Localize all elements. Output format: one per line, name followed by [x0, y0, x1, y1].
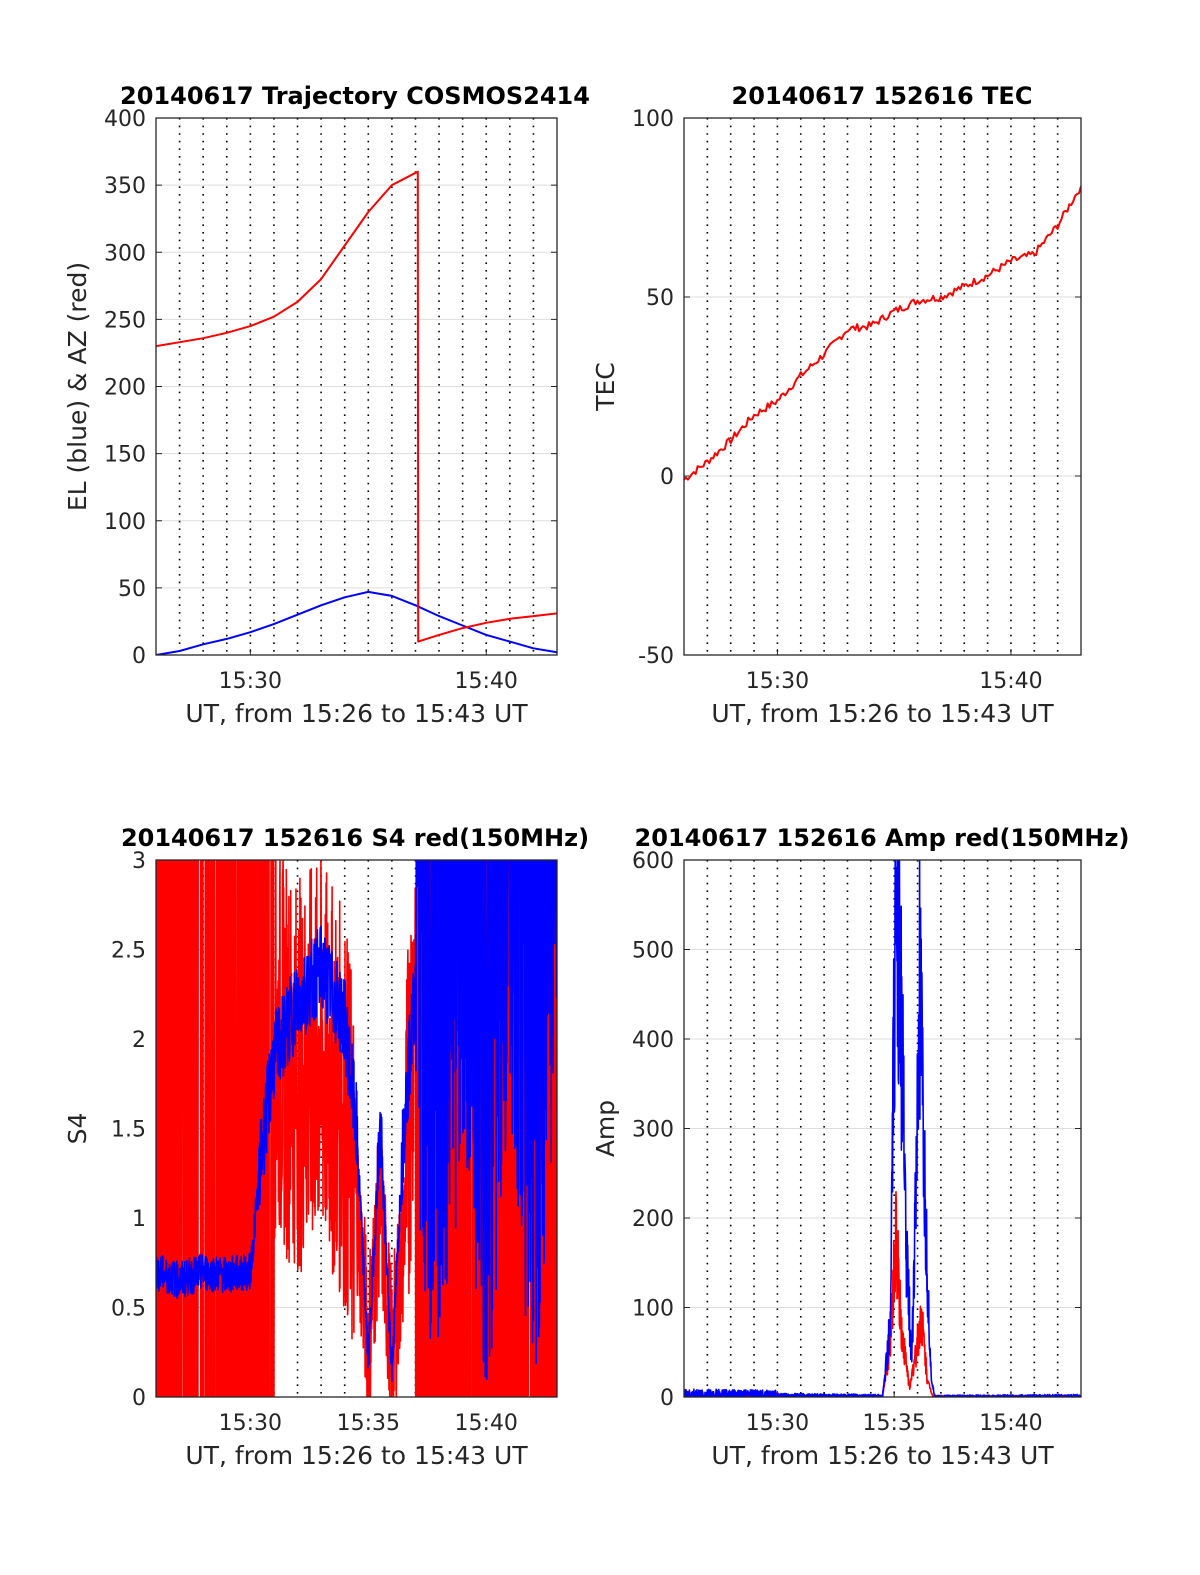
y-tick-label: 0 — [660, 1386, 674, 1411]
y-tick-label: 300 — [104, 241, 146, 266]
chart-panel-3: 0 0.5 1 1.5 2 2.5 3 15:30 15:35 15:40 20140617 152… — [63, 824, 589, 1470]
series-line-2 — [156, 170, 557, 643]
y-tick-label: 100 — [632, 1297, 674, 1322]
x-tick-label: 15:40 — [455, 1411, 518, 1436]
y-tick-label: 50 — [646, 286, 674, 311]
series-line-1 — [684, 185, 1081, 481]
x-tick-label: 15:30 — [746, 1411, 809, 1436]
y-axis-label: TEC — [591, 362, 620, 412]
chart-panel-1: 0 50 100 150 200 250 300 350 400 15:30 15:40 201406… — [63, 82, 590, 728]
chart-title: 20140617 Trajectory COSMOS2414 — [120, 82, 590, 110]
y-tick-label: 150 — [104, 443, 146, 468]
y-axis-label: EL (blue) & AZ (red) — [63, 262, 92, 511]
y-tick-label: 1 — [132, 1207, 146, 1232]
chart-title: 20140617 152616 TEC — [732, 82, 1033, 110]
chart-title: 20140617 152616 Amp red(150MHz) — [635, 824, 1130, 852]
axes-box — [155, 117, 558, 656]
y-tick-label: 100 — [104, 510, 146, 535]
y-tick-label: 1.5 — [111, 1118, 146, 1143]
y-tick-label: 250 — [104, 308, 146, 333]
y-tick-label: 50 — [118, 577, 146, 602]
y-tick-label: 400 — [104, 107, 146, 132]
y-tick-label: 0 — [132, 1386, 146, 1411]
x-tick-label: 15:40 — [979, 1411, 1042, 1436]
y-tick-label: 600 — [632, 849, 674, 874]
y-tick-label: 200 — [104, 376, 146, 401]
series-line-1 — [156, 590, 557, 655]
x-axis-label: UT, from 15:26 to 15:43 UT — [711, 1441, 1054, 1470]
y-tick-label: 2 — [132, 1028, 146, 1053]
y-tick-label: 500 — [632, 939, 674, 964]
y-axis-label: Amp — [591, 1100, 620, 1157]
x-axis-label: UT, from 15:26 to 15:43 UT — [711, 699, 1054, 728]
chart-panel-4: 0 100 200 300 400 500 600 15:30 15:35 15:40 201406… — [591, 824, 1130, 1470]
x-tick-label: 15:40 — [455, 669, 518, 694]
chart-panel-2: -50 0 50 100 15:30 15:40 20140617 152616 TEC UT… — [591, 82, 1082, 728]
y-tick-label: 0 — [132, 644, 146, 669]
x-tick-label: 15:35 — [862, 1411, 925, 1436]
x-axis-label: UT, from 15:26 to 15:43 UT — [185, 1441, 528, 1470]
y-tick-label: 350 — [104, 174, 146, 199]
y-tick-label: 2.5 — [111, 939, 146, 964]
x-tick-label: 15:35 — [337, 1411, 400, 1436]
y-tick-label: 400 — [632, 1028, 674, 1053]
x-tick-label: 15:30 — [219, 1411, 282, 1436]
axes-box — [683, 117, 1082, 656]
axes-box — [155, 859, 558, 1398]
x-tick-label: 15:30 — [219, 669, 282, 694]
x-axis-label: UT, from 15:26 to 15:43 UT — [185, 699, 528, 728]
series-line-2 — [156, 860, 557, 1382]
chart-title: 20140617 152616 S4 red(150MHz) — [121, 824, 589, 852]
y-tick-label: 200 — [632, 1207, 674, 1232]
y-tick-label: 300 — [632, 1118, 674, 1143]
y-tick-label: 100 — [632, 107, 674, 132]
y-axis-label: S4 — [63, 1113, 92, 1145]
axes-box — [683, 859, 1082, 1398]
y-tick-label: 0 — [660, 465, 674, 490]
y-tick-label: 3 — [132, 849, 146, 874]
x-tick-label: 15:30 — [746, 669, 809, 694]
y-tick-label: 0.5 — [111, 1297, 146, 1322]
y-tick-label: -50 — [638, 644, 674, 669]
x-tick-label: 15:40 — [979, 669, 1042, 694]
